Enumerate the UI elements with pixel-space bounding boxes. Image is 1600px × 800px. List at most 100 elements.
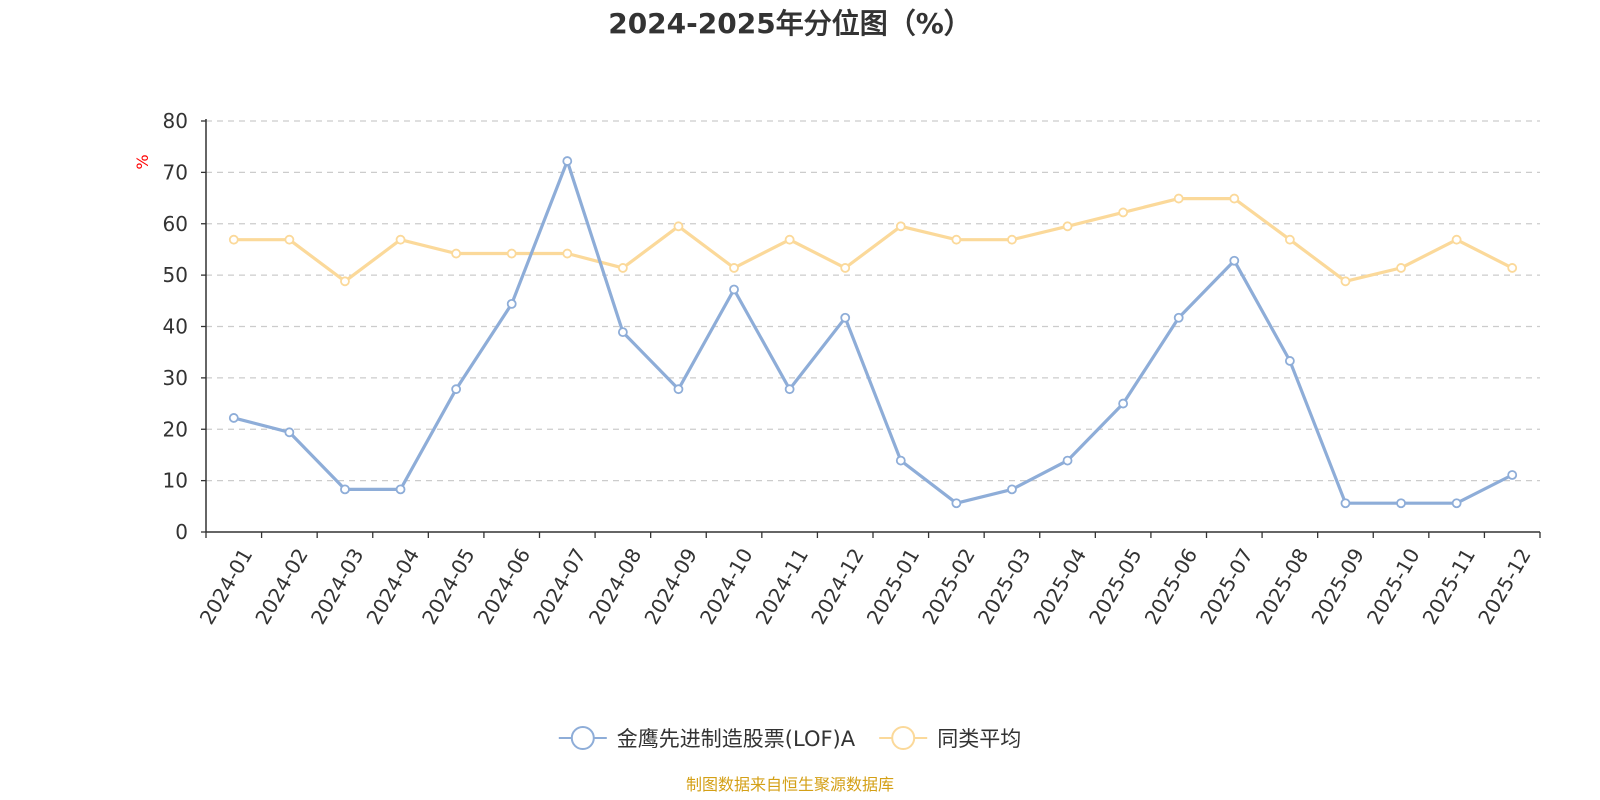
x-tick-label: 2024-06: [473, 544, 536, 628]
y-tick-label: 40: [163, 315, 188, 339]
data-point[interactable]: [340, 484, 350, 495]
data-point[interactable]: [1229, 193, 1240, 204]
data-point[interactable]: [1507, 263, 1518, 273]
data-point[interactable]: [1118, 207, 1129, 218]
x-tick-label: 2025-04: [1028, 544, 1091, 628]
x-tick-label: 2024-07: [528, 544, 591, 628]
x-tick-label: 2025-11: [1418, 544, 1481, 628]
data-point[interactable]: [951, 234, 962, 245]
data-point[interactable]: [729, 263, 739, 273]
x-axis-ticks: 2024-012024-022024-032024-042024-052024-…: [195, 532, 1541, 628]
data-point[interactable]: [395, 484, 406, 495]
data-point[interactable]: [1118, 398, 1129, 409]
legend-label: 金鹰先进制造股票(LOF)A: [617, 727, 856, 751]
series-line: [232, 159, 1514, 505]
data-point[interactable]: [1340, 276, 1351, 287]
data-point[interactable]: [1396, 263, 1406, 273]
data-point[interactable]: [506, 248, 517, 259]
x-tick-label: 2025-02: [917, 544, 980, 628]
chart-title: 2024-2025年分位图（%）: [608, 7, 972, 40]
legend-label: 同类平均: [937, 727, 1021, 751]
x-tick-label: 2024-05: [417, 544, 480, 628]
data-point[interactable]: [840, 312, 851, 323]
data-point[interactable]: [784, 234, 795, 245]
data-point[interactable]: [840, 263, 851, 273]
data-point[interactable]: [1340, 498, 1351, 509]
axes: [205, 119, 1540, 533]
data-point[interactable]: [1007, 484, 1017, 495]
data-point[interactable]: [1062, 455, 1073, 466]
data-source-note: 制图数据来自恒生聚源数据库: [686, 775, 894, 794]
data-point[interactable]: [617, 263, 628, 273]
legend-item-1[interactable]: 同类平均: [879, 726, 1021, 751]
legend-item-0[interactable]: 金鹰先进制造股票(LOF)A: [558, 726, 856, 751]
x-tick-label: 2025-08: [1251, 544, 1314, 628]
x-tick-label: 2024-10: [695, 544, 758, 628]
data-point[interactable]: [562, 248, 573, 259]
y-axis-ticks: 0 10 20 30 40 50 60 70 80: [163, 109, 206, 544]
x-tick-label: 2025-10: [1362, 544, 1425, 628]
data-point[interactable]: [1284, 234, 1295, 245]
data-point[interactable]: [1062, 221, 1073, 232]
series-0: [228, 156, 1518, 509]
y-tick-label: 60: [163, 212, 188, 236]
data-point[interactable]: [1284, 356, 1295, 366]
data-point[interactable]: [451, 248, 462, 259]
y-tick-label: 70: [163, 160, 188, 184]
y-tick-label: 20: [163, 417, 188, 441]
data-point[interactable]: [451, 384, 462, 395]
x-tick-label: 2025-07: [1195, 544, 1258, 628]
x-tick-label: 2025-05: [1084, 544, 1147, 628]
x-tick-label: 2024-03: [306, 544, 369, 628]
data-point[interactable]: [951, 498, 962, 509]
data-point[interactable]: [284, 427, 295, 438]
series-lines: [228, 156, 1518, 509]
legend-marker-icon: [570, 726, 595, 750]
x-tick-label: 2024-02: [250, 544, 313, 628]
data-point[interactable]: [506, 298, 517, 309]
data-point[interactable]: [228, 413, 239, 423]
grid-lines: [206, 120, 1540, 482]
x-tick-label: 2025-06: [1140, 544, 1203, 628]
y-tick-label: 0: [175, 520, 188, 544]
x-tick-label: 2025-12: [1473, 544, 1536, 628]
data-point[interactable]: [284, 234, 295, 245]
data-point[interactable]: [1173, 193, 1184, 204]
data-point[interactable]: [1229, 255, 1240, 266]
data-point[interactable]: [784, 384, 795, 395]
x-tick-label: 2024-04: [361, 544, 424, 628]
y-tick-label: 50: [163, 263, 188, 287]
series-line: [232, 197, 1514, 283]
data-point[interactable]: [673, 384, 684, 395]
x-tick-label: 2024-11: [751, 544, 814, 628]
legend[interactable]: 金鹰先进制造股票(LOF)A 同类平均: [558, 726, 1021, 751]
series-1: [228, 193, 1518, 287]
y-tick-label: 80: [163, 109, 188, 133]
data-point[interactable]: [1507, 470, 1518, 480]
data-point[interactable]: [895, 221, 906, 232]
x-tick-label: 2024-08: [584, 544, 647, 628]
data-point[interactable]: [395, 234, 406, 245]
data-point[interactable]: [1451, 234, 1462, 245]
x-tick-label: 2025-09: [1306, 544, 1369, 628]
data-point[interactable]: [673, 221, 684, 232]
x-tick-label: 2025-03: [973, 544, 1036, 628]
x-tick-label: 2024-12: [806, 544, 869, 628]
y-axis-unit-label: %: [133, 154, 152, 169]
data-point[interactable]: [1007, 234, 1017, 245]
x-tick-label: 2024-01: [195, 544, 258, 628]
data-point[interactable]: [228, 234, 239, 245]
data-point[interactable]: [1451, 498, 1462, 509]
y-tick-label: 10: [163, 469, 188, 493]
data-point[interactable]: [729, 284, 739, 295]
x-tick-label: 2024-09: [639, 544, 702, 628]
data-point[interactable]: [1173, 312, 1184, 323]
data-point[interactable]: [340, 276, 350, 287]
y-tick-label: 30: [163, 366, 188, 390]
data-point[interactable]: [562, 156, 573, 166]
data-point[interactable]: [617, 327, 628, 338]
data-point[interactable]: [1396, 498, 1406, 509]
x-tick-label: 2025-01: [862, 544, 925, 628]
data-point[interactable]: [895, 455, 906, 466]
